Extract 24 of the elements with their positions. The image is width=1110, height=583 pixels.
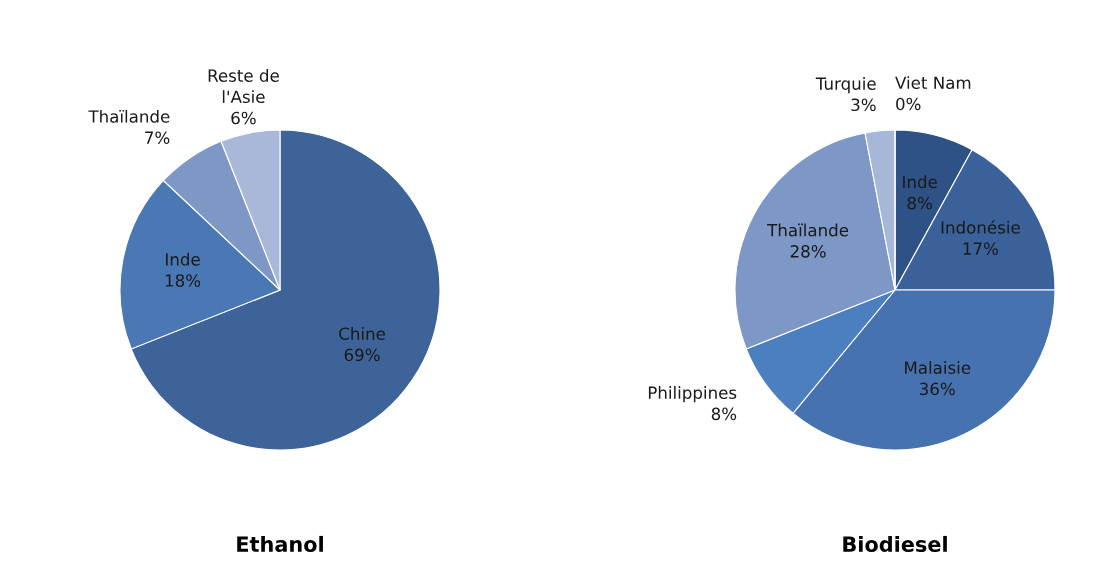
slice-label: Reste de l'Asie — [208, 69, 279, 104]
category-label: Viet Nam — [895, 76, 971, 90]
data-label: 3% — [851, 98, 876, 112]
data-label: 69% — [344, 348, 380, 362]
text: 0% — [896, 97, 921, 111]
slice-label: Inde — [903, 175, 937, 189]
data-label: 17% — [963, 242, 998, 255]
text: Biodiesel — [843, 535, 947, 553]
slice-label: Turquie — [815, 77, 876, 94]
data-label: 18% — [165, 274, 201, 287]
data-label: 6% — [231, 111, 256, 125]
slice-label: Indonésie — [941, 220, 1020, 234]
slice-label: Chine — [339, 327, 385, 340]
data-label: 8% — [907, 196, 932, 210]
data-label: 7% — [145, 131, 170, 144]
data-label: 28% — [790, 245, 826, 258]
slice-label: Inde — [166, 252, 200, 266]
slice-label: Malaisie — [905, 361, 971, 374]
text: Ethanol — [237, 535, 323, 553]
slice-label: Thaïlande — [88, 109, 170, 123]
data-label: 8% — [711, 407, 737, 421]
slice-label: Philippines — [648, 386, 737, 403]
slice-label: Thaïlande — [767, 223, 849, 237]
data-label: 36% — [919, 382, 955, 396]
